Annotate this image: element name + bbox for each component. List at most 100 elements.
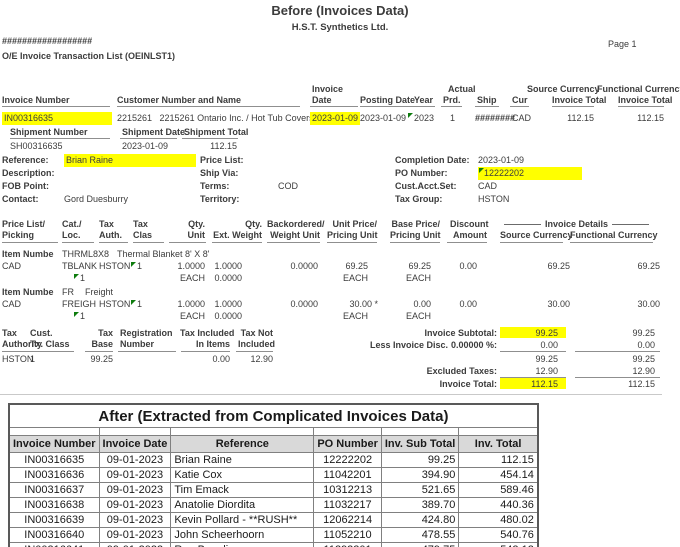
- tax-authority-value: HSTON: [2, 354, 34, 364]
- col-actual: Actual: [448, 84, 476, 94]
- tax-group-value: HSTON: [478, 194, 510, 204]
- disc-src-value: 0.00: [540, 340, 558, 350]
- col-invoice-number: Invoice Number: [2, 95, 70, 105]
- lc-loc: Loc.: [62, 230, 81, 240]
- header-rule: [475, 106, 499, 107]
- tax-col-registration: Registration: [120, 328, 173, 338]
- net-src-value: 99.25: [535, 354, 558, 364]
- col-year: Year: [414, 95, 434, 105]
- item-tax-clas-2: 1: [80, 273, 86, 283]
- lc-auth: Auth.: [99, 230, 122, 240]
- col-cur: Cur: [512, 95, 528, 105]
- acct-set-label: Cust.Acct.Set:: [395, 181, 457, 191]
- completion-date-value: 2023-01-09: [478, 155, 525, 165]
- header-rule: [552, 106, 594, 107]
- item-pricing-unit: EACH: [342, 311, 368, 321]
- table-row: IN00316636 09-01-2023 Katie Cox 11042201…: [8, 467, 539, 483]
- after-table: After (Extracted from Complicated Invoic…: [8, 403, 539, 547]
- contact-label: Contact:: [2, 194, 39, 204]
- after-col-reference: Reference: [170, 435, 315, 453]
- cell-invoice-number: IN00316641: [8, 542, 100, 547]
- lc-pricing-unit2: Pricing Unit: [390, 230, 441, 240]
- cell-sub-total: 521.65: [380, 482, 460, 498]
- shipment-rule: [10, 138, 110, 139]
- excluded-fn-value: 12.90: [632, 366, 655, 376]
- item-tax-clas-2: 1: [80, 311, 86, 321]
- cell-invoice-number: IN00316638: [8, 497, 100, 513]
- cell-total: 454.14: [458, 467, 539, 483]
- cur-cell: CAD: [512, 113, 532, 123]
- after-col-invoice-date: Invoice Date: [98, 435, 172, 453]
- cell-invoice-date: 09-01-2023: [98, 512, 172, 528]
- item-fn-amount: 30.00: [637, 299, 660, 309]
- cell-po-number: 11042201: [313, 467, 382, 483]
- cell-reference: Brian Raine: [170, 452, 315, 468]
- reference-value: Brian Raine: [64, 154, 196, 167]
- cell-flag-icon: [131, 262, 136, 267]
- cell-po-number: 10312213: [313, 482, 382, 498]
- after-col-invoice-number: Invoice Number: [8, 435, 100, 453]
- reference-label: Reference:: [2, 155, 49, 165]
- after-col-inv-sub-total: Inv. Sub Total: [380, 435, 460, 453]
- tax-col-authority: Authority: [2, 339, 42, 349]
- cell-total: 112.15: [458, 452, 539, 468]
- header-rule: [310, 106, 358, 107]
- after-table-title: After (Extracted from Complicated Invoic…: [8, 403, 539, 428]
- cell-sub-total: 99.25: [380, 452, 460, 468]
- tax-rule: [85, 351, 113, 352]
- lc-base-price: Base Price/: [391, 219, 440, 229]
- table-row: IN00316640 09-01-2023 John Scheerhoorn 1…: [8, 527, 539, 543]
- src-total-cell: 112.15: [567, 113, 594, 123]
- cell-flag-icon: [74, 274, 79, 279]
- item-unit-price: 30.00 *: [349, 299, 378, 309]
- page-number: Page 1: [608, 39, 637, 49]
- tax-col-in-items: In Items: [195, 339, 230, 349]
- header-rule: [117, 106, 300, 107]
- line-header-rule: [500, 242, 563, 243]
- cell-invoice-number: IN00316636: [8, 467, 100, 483]
- item-tax-auth: HSTON: [99, 261, 131, 271]
- header-rule: [441, 106, 462, 107]
- subtotal-src-value: 99.25: [535, 328, 558, 338]
- table-row: IN00316639 09-01-2023 Kevin Pollard - **…: [8, 512, 539, 528]
- lc-discount: Discount: [450, 219, 489, 229]
- table-row: IN00316641 09-01-2023 Ron Beaulieu 11292…: [8, 542, 539, 547]
- tax-included-value: 0.00: [212, 354, 230, 364]
- line-header-rule: [2, 242, 58, 243]
- net-fn-value: 99.25: [632, 354, 655, 364]
- section-divider: [0, 394, 662, 395]
- lc-weight-unit: Weight Unit: [270, 230, 320, 240]
- line-header-rule: [169, 242, 206, 243]
- line-header-rule: [267, 242, 320, 243]
- subtotal-label: Invoice Subtotal:: [424, 328, 497, 338]
- cell-sub-total: 479.75: [380, 542, 460, 547]
- item-loc: FREIGH: [62, 299, 97, 309]
- item-pricing-unit-2: EACH: [405, 311, 431, 321]
- item-number-label: Item Numbe: [2, 249, 54, 259]
- col-invoice: Invoice: [312, 84, 344, 94]
- price-list-label: Price List:: [200, 155, 244, 165]
- item-backordered: 0.0000: [290, 261, 318, 271]
- item-ext-weight-2: 0.0000: [214, 311, 242, 321]
- cell-invoice-number: IN00316640: [8, 527, 100, 543]
- shipment-date-cell: 2023-01-09: [122, 141, 169, 151]
- lc-ext-weight: Ext. Weight: [213, 230, 262, 240]
- totals-rule: [575, 377, 660, 378]
- header-rule: [2, 106, 110, 107]
- cell-invoice-number: IN00316637: [8, 482, 100, 498]
- prd-cell: 1: [450, 113, 456, 123]
- cell-total: 480.02: [458, 512, 539, 528]
- shipment-total-cell: 112.15: [210, 141, 237, 151]
- lc-tax: Tax: [99, 219, 114, 229]
- col-customer: Customer Number and Name: [117, 95, 242, 105]
- cell-invoice-date: 09-01-2023: [98, 482, 172, 498]
- terms-value: COD: [278, 181, 298, 191]
- ship-via-label: Ship Via:: [200, 168, 239, 178]
- invoice-number-cell: IN00316635: [2, 112, 112, 125]
- tax-col-number: Number: [120, 339, 155, 349]
- totals-rule: [500, 351, 566, 352]
- item-loc: TBLANK: [62, 261, 98, 271]
- excluded-src-value: 12.90: [535, 366, 558, 376]
- cell-reference: Katie Cox: [170, 467, 315, 483]
- lc-unit: Unit: [187, 230, 206, 240]
